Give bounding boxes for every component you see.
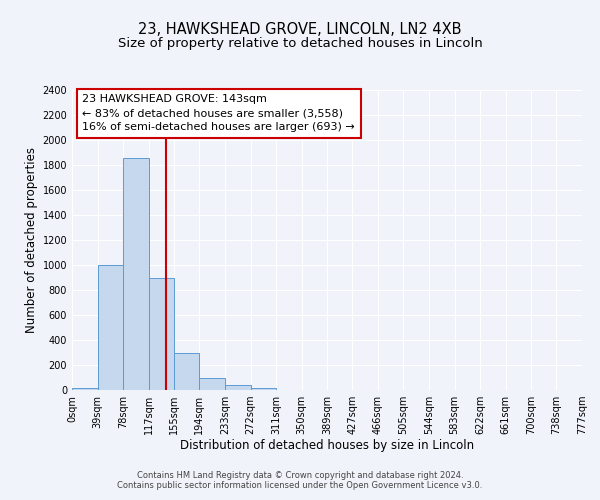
- Bar: [98, 265, 123, 390]
- Bar: [72, 388, 98, 390]
- Bar: [199, 378, 225, 390]
- Text: 23 HAWKSHEAD GROVE: 143sqm
← 83% of detached houses are smaller (3,558)
16% of s: 23 HAWKSHEAD GROVE: 143sqm ← 83% of deta…: [82, 94, 355, 132]
- Bar: [123, 158, 149, 390]
- Text: Size of property relative to detached houses in Lincoln: Size of property relative to detached ho…: [118, 38, 482, 51]
- Y-axis label: Number of detached properties: Number of detached properties: [25, 147, 38, 333]
- Text: Contains HM Land Registry data © Crown copyright and database right 2024.: Contains HM Land Registry data © Crown c…: [137, 472, 463, 480]
- X-axis label: Distribution of detached houses by size in Lincoln: Distribution of detached houses by size …: [180, 438, 474, 452]
- Bar: [225, 385, 251, 390]
- Text: 23, HAWKSHEAD GROVE, LINCOLN, LN2 4XB: 23, HAWKSHEAD GROVE, LINCOLN, LN2 4XB: [138, 22, 462, 38]
- Bar: [149, 278, 174, 390]
- Bar: [174, 352, 199, 390]
- Bar: [251, 388, 276, 390]
- Text: Contains public sector information licensed under the Open Government Licence v3: Contains public sector information licen…: [118, 482, 482, 490]
